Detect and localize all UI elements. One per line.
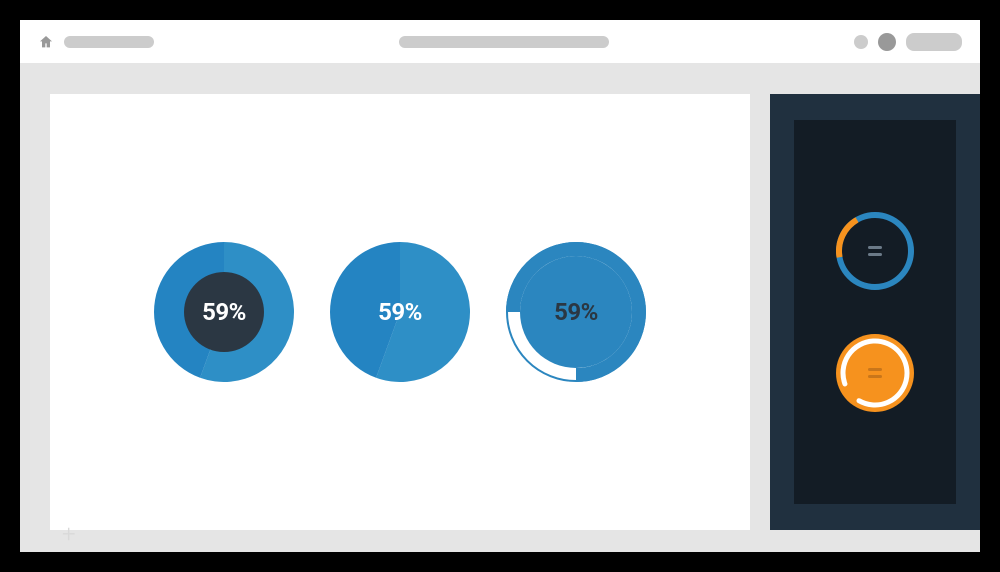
add-icon[interactable]: + [62,522,76,546]
main-canvas: 59% 59% 59% [50,94,750,530]
toolbar-dot-2[interactable] [878,33,896,51]
sidebar [770,94,980,530]
toolbar-address-placeholder[interactable] [399,36,609,48]
app-frame: 59% 59% 59% [20,20,980,552]
home-icon[interactable] [38,34,54,50]
donut-a: 59% [154,242,294,382]
equals-icon [836,334,914,412]
side-gauge-b[interactable] [836,334,914,412]
toolbar [20,20,980,64]
toolbar-right-placeholder[interactable] [906,33,962,51]
toolbar-dot-1[interactable] [854,35,868,49]
donut-c: 59% [506,242,646,382]
toolbar-left-placeholder [64,36,154,48]
equals-icon [836,212,914,290]
sidebar-inner [794,120,956,504]
side-gauge-a[interactable] [836,212,914,290]
donut-b: 59% [330,242,470,382]
body-area: 59% 59% 59% [20,64,980,552]
